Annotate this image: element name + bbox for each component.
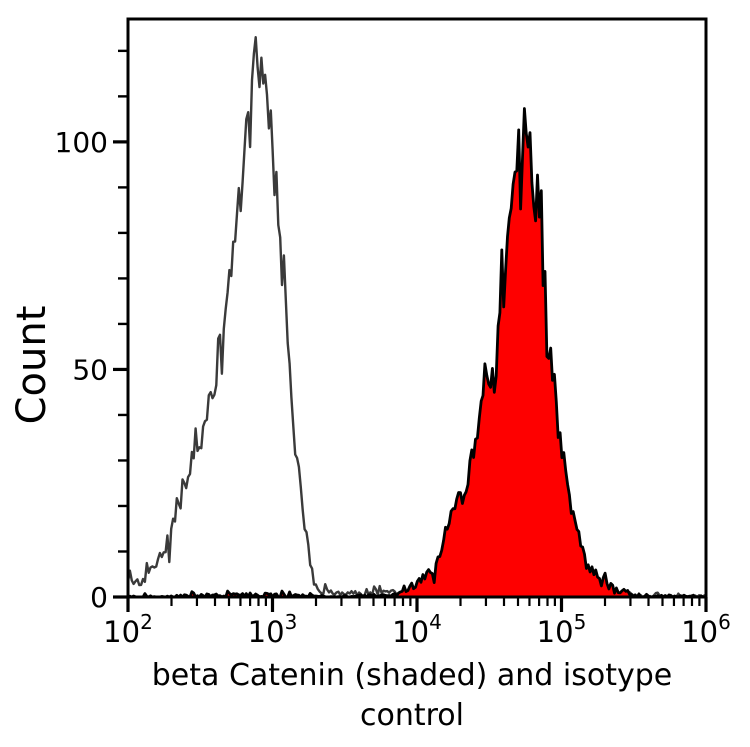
series-isotype-control (126, 36, 707, 599)
y-tick-label: 100 (55, 126, 108, 159)
plot-frame (126, 17, 708, 599)
series-beta-Catenin (126, 107, 708, 599)
chart-svg: 0 50 100 102 103 104 105 106 (55, 17, 731, 649)
x-tick-label: 102 (103, 610, 153, 649)
series-layer (126, 36, 708, 599)
x-axis-title-line1: beta Catenin (shaded) and isotype (151, 658, 673, 693)
x-tick-label: 106 (681, 610, 731, 649)
x-tick-label: 103 (248, 610, 298, 649)
x-axis-title: beta Catenin (shaded) and isotype contro… (74, 656, 750, 736)
y-tick-label: 50 (72, 353, 108, 386)
x-tick-label: 105 (537, 610, 587, 649)
x-axis-title-line2: control (360, 698, 464, 733)
y-tick-label: 0 (90, 581, 108, 614)
axes-layer: 0 50 100 102 103 104 105 106 (55, 17, 731, 649)
x-tick-label: 104 (392, 610, 442, 649)
y-axis-title: Count (9, 305, 55, 425)
